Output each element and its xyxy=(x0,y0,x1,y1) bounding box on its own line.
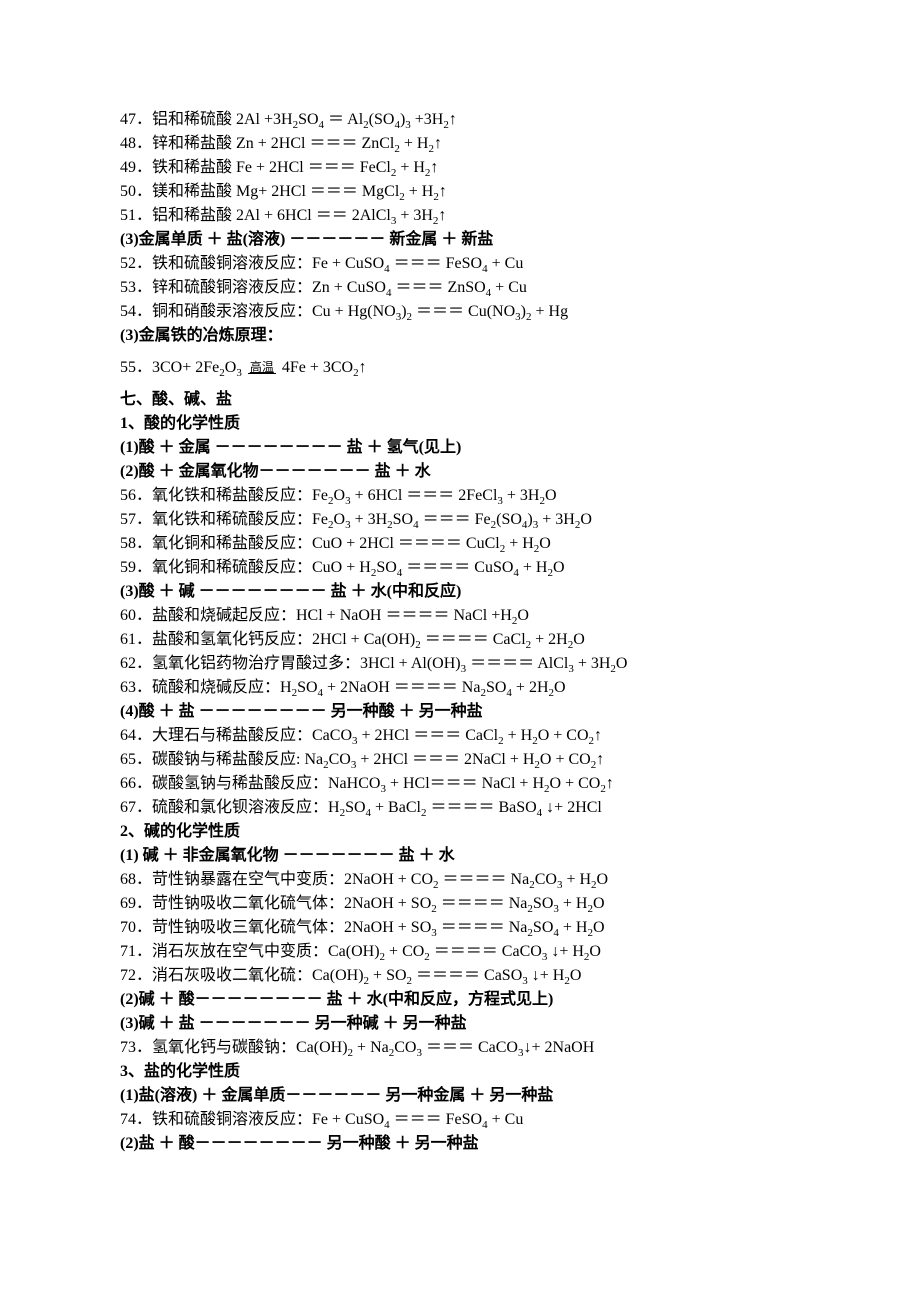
heading-line: 2、碱的化学性质 xyxy=(120,820,800,844)
heading-line: (4)酸 ＋ 盐 －－－－－－－－ 另一种酸 ＋ 另一种盐 xyxy=(120,700,800,724)
equation-line: 70．苛性钠吸收三氧化硫气体：2NaOH + SO3 ＝＝＝＝ Na2SO4 +… xyxy=(120,916,800,940)
heading-line: 七、酸、碱、盐 xyxy=(120,388,800,412)
spacer xyxy=(120,348,800,356)
equation-line: 60．盐酸和烧碱起反应：HCl + NaOH ＝＝＝＝ NaCl +H2O xyxy=(120,604,800,628)
equation-line: 49．铁和稀盐酸 Fe + 2HCl ＝＝＝ FeCl2 + H2↑ xyxy=(120,156,800,180)
equation-line: 56．氧化铁和稀盐酸反应：Fe2O3 + 6HCl ＝＝＝ 2FeCl3 + 3… xyxy=(120,484,800,508)
equation-line: 48．锌和稀盐酸 Zn + 2HCl ＝＝＝ ZnCl2 + H2↑ xyxy=(120,132,800,156)
heading-line: (3)金属单质 ＋ 盐(溶液) －－－－－－ 新金属 ＋ 新盐 xyxy=(120,228,800,252)
heading-line: (1)盐(溶液) ＋ 金属单质－－－－－－ 另一种金属 ＋ 另一种盐 xyxy=(120,1084,800,1108)
heading-line: (3)金属铁的冶炼原理： xyxy=(120,324,800,348)
equation-line: 57．氧化铁和稀硫酸反应：Fe2O3 + 3H2SO4 ＝＝＝ Fe2(SO4)… xyxy=(120,508,800,532)
equation-line: 53．锌和硫酸铜溶液反应：Zn + CuSO4 ＝＝＝ ZnSO4 + Cu xyxy=(120,276,800,300)
equation-line: 74．铁和硫酸铜溶液反应：Fe + CuSO4 ＝＝＝ FeSO4 + Cu xyxy=(120,1108,800,1132)
equation-line: 55．3CO+ 2Fe2O3 高温 4Fe + 3CO2↑ xyxy=(120,356,800,380)
equation-line: 62．氢氧化铝药物治疗胃酸过多：3HCl + Al(OH)3 ＝＝＝＝ AlCl… xyxy=(120,652,800,676)
equation-line: 66．碳酸氢钠与稀盐酸反应：NaHCO3 + HCl＝＝＝ NaCl + H2O… xyxy=(120,772,800,796)
equation-line: 63．硫酸和烧碱反应：H2SO4 + 2NaOH ＝＝＝＝ Na2SO4 + 2… xyxy=(120,676,800,700)
equation-line: 68．苛性钠暴露在空气中变质：2NaOH + CO2 ＝＝＝＝ Na2CO3 +… xyxy=(120,868,800,892)
spacer xyxy=(120,380,800,388)
heading-line: (3)酸 ＋ 碱 －－－－－－－－ 盐 ＋ 水(中和反应) xyxy=(120,580,800,604)
equation-line: 64．大理石与稀盐酸反应：CaCO3 + 2HCl ＝＝＝ CaCl2 + H2… xyxy=(120,724,800,748)
equation-line: 61．盐酸和氢氧化钙反应：2HCl + Ca(OH)2 ＝＝＝＝ CaCl2 +… xyxy=(120,628,800,652)
equation-line: 51．铝和稀盐酸 2Al + 6HCl ＝＝ 2AlCl3 + 3H2↑ xyxy=(120,204,800,228)
heading-line: (2)盐 ＋ 酸－－－－－－－－ 另一种酸 ＋ 另一种盐 xyxy=(120,1132,800,1156)
heading-line: (2)碱 ＋ 酸－－－－－－－－ 盐 ＋ 水(中和反应，方程式见上) xyxy=(120,988,800,1012)
equation-line: 73．氢氧化钙与碳酸钠：Ca(OH)2 + Na2CO3 ＝＝＝ CaCO3↓+… xyxy=(120,1036,800,1060)
equation-line: 50．镁和稀盐酸 Mg+ 2HCl ＝＝＝ MgCl2 + H2↑ xyxy=(120,180,800,204)
heading-line: (3)碱 ＋ 盐 －－－－－－－ 另一种碱 ＋ 另一种盐 xyxy=(120,1012,800,1036)
equation-line: 58．氧化铜和稀盐酸反应：CuO + 2HCl ＝＝＝＝ CuCl2 + H2O xyxy=(120,532,800,556)
equation-line: 52．铁和硫酸铜溶液反应：Fe + CuSO4 ＝＝＝ FeSO4 + Cu xyxy=(120,252,800,276)
equation-line: 54．铜和硝酸汞溶液反应：Cu + Hg(NO3)2 ＝＝＝ Cu(NO3)2 … xyxy=(120,300,800,324)
heading-line: (1)酸 ＋ 金属 －－－－－－－－ 盐 ＋ 氢气(见上) xyxy=(120,436,800,460)
equation-line: 59．氧化铜和稀硫酸反应：CuO + H2SO4 ＝＝＝＝ CuSO4 + H2… xyxy=(120,556,800,580)
document-page: 47．铝和稀硫酸 2Al +3H2SO4 ＝ Al2(SO4)3 +3H2↑48… xyxy=(0,0,920,1302)
equation-line: 72．消石灰吸收二氧化硫：Ca(OH)2 + SO2 ＝＝＝＝ CaSO3 ↓+… xyxy=(120,964,800,988)
heading-line: (1) 碱 ＋ 非金属氧化物 －－－－－－－ 盐 ＋ 水 xyxy=(120,844,800,868)
equation-line: 47．铝和稀硫酸 2Al +3H2SO4 ＝ Al2(SO4)3 +3H2↑ xyxy=(120,108,800,132)
heading-line: 3、盐的化学性质 xyxy=(120,1060,800,1084)
heading-line: (2)酸 ＋ 金属氧化物－－－－－－－ 盐 ＋ 水 xyxy=(120,460,800,484)
equation-line: 67．硫酸和氯化钡溶液反应：H2SO4 + BaCl2 ＝＝＝＝ BaSO4 ↓… xyxy=(120,796,800,820)
equation-line: 71．消石灰放在空气中变质：Ca(OH)2 + CO2 ＝＝＝＝ CaCO3 ↓… xyxy=(120,940,800,964)
heading-line: 1、酸的化学性质 xyxy=(120,412,800,436)
equation-line: 69．苛性钠吸收二氧化硫气体：2NaOH + SO2 ＝＝＝＝ Na2SO3 +… xyxy=(120,892,800,916)
equation-line: 65．碳酸钠与稀盐酸反应: Na2CO3 + 2HCl ＝＝＝ 2NaCl + … xyxy=(120,748,800,772)
